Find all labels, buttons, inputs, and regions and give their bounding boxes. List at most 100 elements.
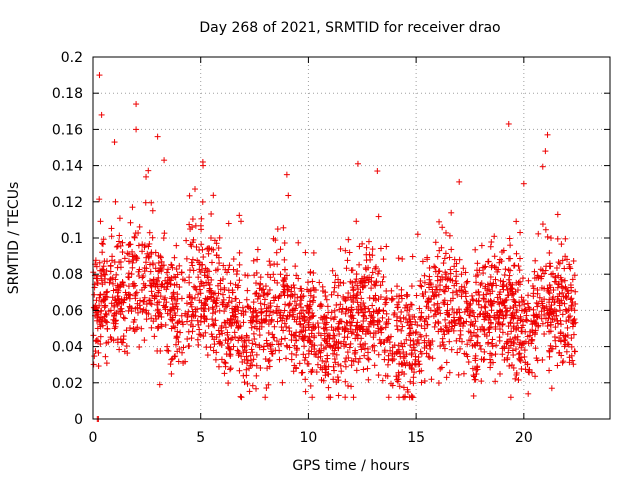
- data-point: [457, 327, 464, 334]
- data-point: [454, 291, 461, 298]
- data-point: [516, 278, 523, 285]
- data-point: [184, 312, 191, 319]
- data-point: [317, 314, 324, 321]
- data-point: [532, 257, 539, 264]
- data-point: [514, 320, 521, 327]
- data-point: [500, 278, 507, 285]
- data-point: [193, 243, 200, 250]
- data-point: [532, 373, 539, 380]
- data-point: [442, 229, 449, 236]
- data-point: [177, 329, 184, 336]
- data-point: [331, 284, 338, 291]
- data-point: [183, 255, 190, 262]
- data-point: [212, 356, 219, 363]
- data-point: [533, 299, 540, 306]
- data-point: [152, 283, 159, 290]
- data-point: [364, 345, 371, 352]
- data-point: [305, 360, 312, 367]
- y-tick-label: 0: [74, 412, 83, 428]
- y-tick-label: 0.06: [52, 303, 83, 319]
- data-point: [215, 245, 222, 252]
- data-point: [453, 288, 460, 295]
- data-point: [477, 281, 484, 288]
- data-point: [216, 234, 223, 241]
- data-point: [142, 199, 149, 206]
- data-point: [348, 383, 355, 390]
- data-point: [477, 346, 484, 353]
- data-point: [446, 320, 453, 327]
- data-point: [358, 346, 365, 353]
- data-point: [507, 342, 514, 349]
- data-point: [359, 240, 366, 247]
- data-point: [435, 320, 442, 327]
- data-point: [164, 279, 171, 286]
- data-point: [472, 318, 479, 325]
- data-point: [317, 349, 324, 356]
- data-point: [473, 332, 480, 339]
- data-point: [542, 315, 549, 322]
- data-point: [91, 291, 98, 298]
- data-point: [202, 315, 209, 322]
- data-point: [128, 308, 135, 315]
- data-point: [417, 282, 424, 289]
- data-point: [326, 342, 333, 349]
- data-point: [250, 257, 257, 264]
- data-point: [143, 173, 150, 180]
- data-point: [519, 298, 526, 305]
- data-point: [505, 276, 512, 283]
- data-point: [557, 307, 564, 314]
- data-point: [389, 355, 396, 362]
- data-point: [298, 288, 305, 295]
- data-point: [486, 329, 493, 336]
- data-point: [342, 378, 349, 385]
- data-point: [506, 272, 513, 279]
- data-point: [325, 309, 332, 316]
- data-point: [468, 319, 475, 326]
- data-point: [544, 131, 551, 138]
- data-point: [195, 341, 202, 348]
- data-point: [561, 277, 568, 284]
- data-point: [393, 322, 400, 329]
- data-point: [316, 279, 323, 286]
- data-point: [410, 329, 417, 336]
- data-point: [137, 297, 144, 304]
- data-point: [431, 323, 438, 330]
- data-point: [210, 291, 217, 298]
- data-point: [572, 288, 579, 295]
- data-point: [572, 319, 579, 326]
- data-point: [245, 304, 252, 311]
- data-point: [257, 364, 264, 371]
- data-point: [445, 328, 452, 335]
- data-point: [251, 323, 258, 330]
- data-point: [94, 314, 101, 321]
- data-point: [340, 280, 347, 287]
- data-point: [435, 328, 442, 335]
- axis-ticks: [92, 56, 610, 420]
- data-point: [417, 316, 424, 323]
- data-point: [97, 323, 104, 330]
- data-point: [491, 253, 498, 260]
- data-point: [329, 350, 336, 357]
- data-point: [307, 314, 314, 321]
- data-point: [564, 256, 571, 263]
- data-point: [311, 342, 318, 349]
- data-point: [399, 323, 406, 330]
- data-point: [310, 294, 317, 301]
- data-point: [325, 394, 332, 401]
- data-point: [398, 286, 405, 293]
- data-point: [172, 297, 179, 304]
- data-point: [163, 299, 170, 306]
- data-point: [431, 263, 438, 270]
- data-point: [112, 320, 119, 327]
- data-point: [511, 298, 518, 305]
- data-point: [121, 315, 128, 322]
- data-point: [348, 362, 355, 369]
- data-point: [456, 256, 463, 263]
- data-point: [440, 328, 447, 335]
- data-point: [439, 276, 446, 283]
- data-point: [518, 328, 525, 335]
- data-point: [521, 347, 528, 354]
- data-point: [265, 304, 272, 311]
- data-point: [456, 287, 463, 294]
- data-point: [415, 361, 422, 368]
